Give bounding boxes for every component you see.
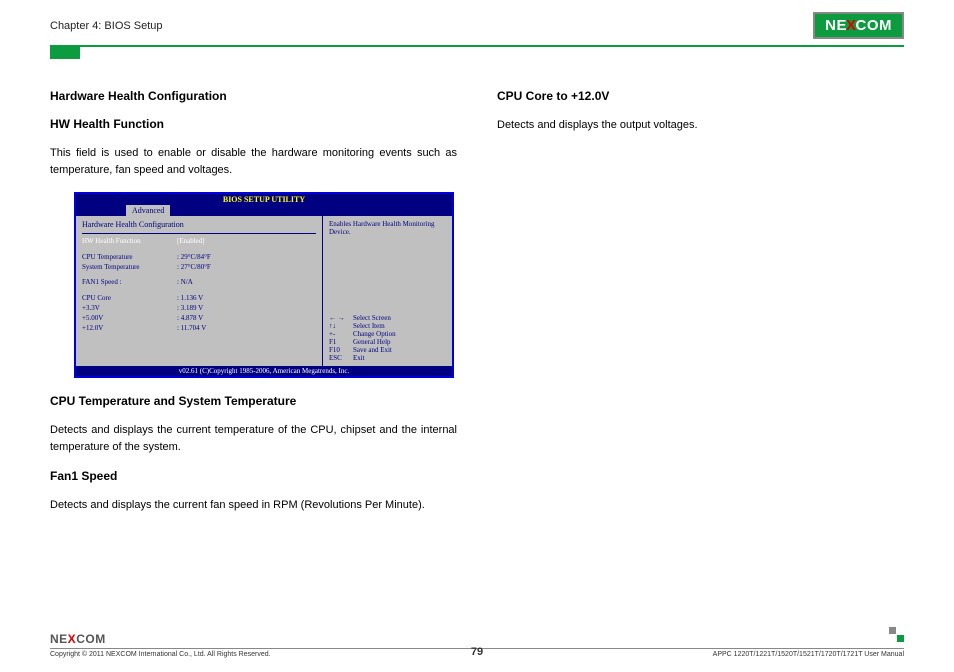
right-column: CPU Core to +12.0V Detects and displays … [497, 89, 904, 528]
heading-cpu-temp: CPU Temperature and System Temperature [50, 394, 457, 408]
para-cpu-temp: Detects and displays the current tempera… [50, 422, 457, 455]
page-number: 79 [471, 646, 483, 658]
para-fan-speed: Detects and displays the current fan spe… [50, 497, 457, 514]
footer-squares-icon [889, 627, 904, 642]
heading-hw-health-function: HW Health Function [50, 117, 457, 131]
footer-logo: NEXCOM [50, 632, 904, 646]
chapter-title: Chapter 4: BIOS Setup [50, 20, 163, 32]
page-footer: NEXCOM Copyright © 2011 NEXCOM Internati… [50, 632, 904, 658]
manual-title: APPC 1220T/1221T/1520T/1521T/1720T/1721T… [713, 651, 904, 658]
bios-footer: v02.61 (C)Copyright 1985-2006, American … [76, 366, 452, 376]
bios-row-selected: HW Health Function [Enabled] [82, 237, 316, 247]
header-rule [50, 45, 904, 47]
bios-nav-help: ← →Select Screen ↑↓Select Item +-Change … [329, 314, 446, 362]
bios-section-title: Hardware Health Configuration [82, 220, 316, 229]
bios-row: FAN1 Speed :: N/A [82, 278, 316, 288]
left-column: Hardware Health Configuration HW Health … [50, 89, 457, 528]
bios-sel-key: HW Health Function [82, 237, 177, 247]
bios-sel-val: [Enabled] [177, 237, 205, 247]
header-accent-block [50, 47, 80, 59]
heading-hw-health-config: Hardware Health Configuration [50, 89, 457, 103]
logo-part2: COM [856, 17, 893, 34]
bios-row: System Temperature: 27°C/80°F [82, 263, 316, 273]
bios-row: CPU Temperature: 29°C/84°F [82, 253, 316, 263]
heading-cpu-core: CPU Core to +12.0V [497, 89, 904, 103]
logo-part1: NE [825, 17, 847, 34]
para-cpu-core: Detects and displays the output voltages… [497, 117, 904, 134]
bios-tabs: Advanced [76, 205, 452, 216]
bios-row: +5.00V: 4.878 V [82, 314, 316, 324]
bios-left-panel: Hardware Health Configuration HW Health … [76, 216, 323, 366]
bios-screenshot: BIOS SETUP UTILITY Advanced Hardware Hea… [74, 192, 454, 378]
bios-help-text: Enables Hardware Health Monitoring Devic… [329, 220, 446, 236]
heading-fan-speed: Fan1 Speed [50, 469, 457, 483]
nexcom-logo: NEXCOM [813, 12, 904, 39]
bios-row: +12.0V: 11.704 V [82, 324, 316, 334]
copyright-text: Copyright © 2011 NEXCOM International Co… [50, 651, 271, 658]
bios-right-panel: Enables Hardware Health Monitoring Devic… [323, 216, 452, 366]
bios-tab-advanced: Advanced [126, 205, 170, 216]
bios-row: +3.3V: 3.189 V [82, 304, 316, 314]
bios-title: BIOS SETUP UTILITY [76, 194, 452, 205]
para-hw-health: This field is used to enable or disable … [50, 145, 457, 178]
bios-row: CPU Core: 1.136 V [82, 294, 316, 304]
